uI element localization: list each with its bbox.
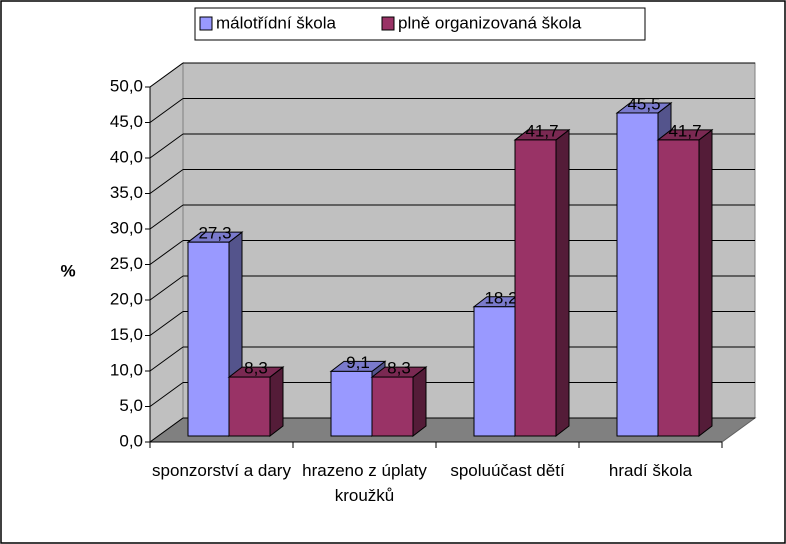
bar-side — [412, 366, 427, 438]
data-label: 8,3 — [244, 359, 268, 378]
legend-label: plně organizovaná škola — [398, 13, 582, 32]
y-tick-label: 15,0 — [110, 325, 143, 344]
data-label: 41,7 — [668, 121, 701, 140]
bar — [187, 241, 230, 437]
bar — [514, 139, 557, 437]
grid-line — [149, 311, 184, 336]
data-label: 27,3 — [198, 224, 231, 243]
x-tick-label: hradí škola — [608, 461, 693, 480]
y-tick-label: 45,0 — [110, 112, 143, 131]
bar-side — [269, 366, 284, 438]
grid-line — [149, 417, 184, 443]
y-tick-label: 40,0 — [110, 147, 143, 166]
y-tick-label: 20,0 — [110, 289, 143, 308]
data-label: 18,2 — [484, 288, 517, 307]
data-label: 45,5 — [627, 94, 660, 113]
grid-line — [149, 169, 184, 194]
y-tick-label: 30,0 — [110, 218, 143, 237]
grid-line — [149, 204, 184, 230]
grid-line — [149, 240, 184, 265]
grid-line — [149, 346, 184, 372]
y-axis-label: % — [60, 261, 75, 280]
bar — [371, 376, 414, 437]
bar — [228, 376, 271, 437]
bar-side — [555, 128, 570, 438]
legend-swatch — [381, 16, 395, 31]
grid-line — [149, 133, 184, 159]
y-tick-label: 5,0 — [119, 396, 143, 415]
data-label: 9,1 — [346, 353, 370, 372]
grid-line — [149, 382, 184, 407]
x-tick-label: spoluúčast dětí — [450, 461, 565, 480]
data-label: 8,3 — [387, 359, 411, 378]
bar — [330, 370, 373, 437]
legend — [194, 7, 646, 41]
bar-side — [698, 128, 713, 438]
legend-swatch — [199, 16, 213, 31]
y-tick-label: 10,0 — [110, 360, 143, 379]
y-tick-label: 50,0 — [110, 76, 143, 95]
grid-line — [149, 98, 184, 123]
grid-line — [149, 275, 184, 301]
y-tick-label: 35,0 — [110, 183, 143, 202]
x-tick-label: hrazeno z úplaty kroužků — [302, 461, 427, 505]
legend-label: málotřídní škola — [216, 13, 337, 32]
grid-line — [149, 62, 184, 88]
bar — [616, 112, 659, 437]
bar — [473, 306, 516, 437]
bar — [657, 139, 700, 437]
data-label: 41,7 — [525, 121, 558, 140]
y-tick-label: 25,0 — [110, 254, 143, 273]
y-tick-label: 0,0 — [119, 431, 143, 450]
x-tick-label: sponzorství a dary — [152, 461, 291, 480]
